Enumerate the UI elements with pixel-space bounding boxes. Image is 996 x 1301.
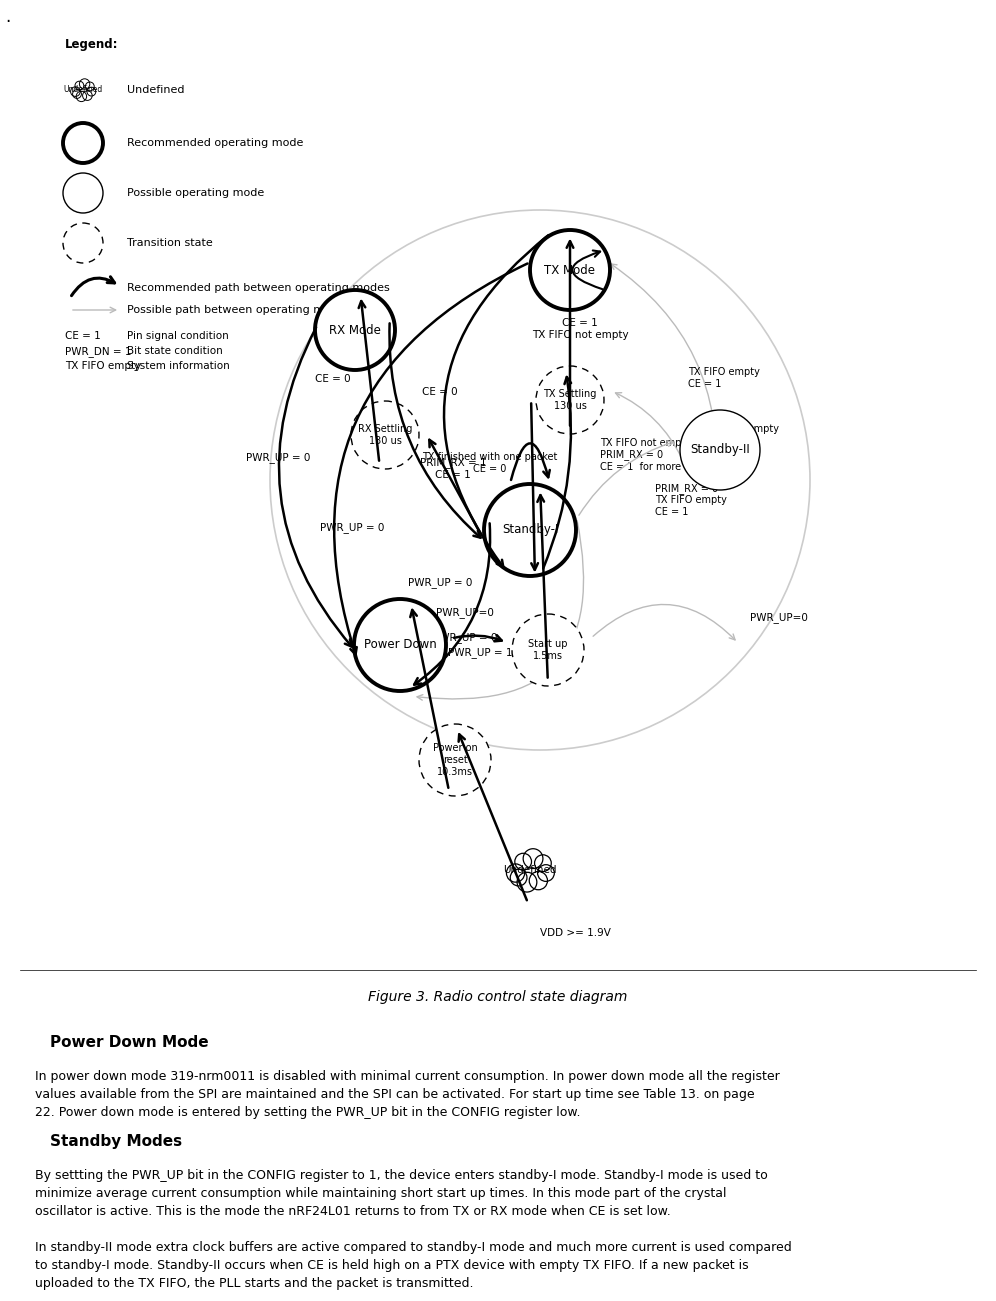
Circle shape — [484, 484, 576, 576]
Circle shape — [73, 90, 82, 99]
Text: 22. Power down mode is entered by setting the PWR_UP bit in the CONFIG register : 22. Power down mode is entered by settin… — [35, 1106, 581, 1119]
Text: PWR_UP=0: PWR_UP=0 — [436, 608, 494, 618]
Circle shape — [71, 87, 81, 96]
Circle shape — [515, 853, 532, 870]
Text: CE = 0: CE = 0 — [422, 386, 457, 397]
Text: Recommended operating mode: Recommended operating mode — [127, 138, 304, 148]
Circle shape — [354, 598, 446, 691]
Text: Power Down Mode: Power Down Mode — [50, 1036, 208, 1050]
Text: CE = 0: CE = 0 — [315, 373, 351, 384]
Text: PWR_UP = 0: PWR_UP = 0 — [320, 522, 384, 533]
Text: RX Mode: RX Mode — [329, 324, 380, 337]
Circle shape — [512, 614, 584, 686]
Text: PWR_UP=0: PWR_UP=0 — [750, 611, 808, 623]
Text: uploaded to the TX FIFO, the PLL starts and the packet is transmitted.: uploaded to the TX FIFO, the PLL starts … — [35, 1278, 473, 1291]
Circle shape — [419, 723, 491, 796]
Text: to standby-I mode. Standby-II occurs when CE is held high on a PTX device with e: to standby-I mode. Standby-II occurs whe… — [35, 1259, 749, 1272]
Circle shape — [87, 87, 96, 96]
Text: PWR_DN = 1: PWR_DN = 1 — [65, 346, 131, 356]
Text: minimize average current consumption while maintaining short start up times. In : minimize average current consumption whi… — [35, 1187, 726, 1200]
Text: Figure 3. Radio control state diagram: Figure 3. Radio control state diagram — [369, 990, 627, 1004]
Circle shape — [63, 124, 103, 163]
Circle shape — [523, 848, 543, 869]
Text: Bit state condition: Bit state condition — [127, 346, 223, 356]
Text: Start up
1.5ms: Start up 1.5ms — [528, 639, 568, 661]
Text: PRIM_RX = 0
TX FIFO empty
CE = 1: PRIM_RX = 0 TX FIFO empty CE = 1 — [655, 483, 727, 516]
Text: oscillator is active. This is the mode the nRF24L01 returns to from TX or RX mod: oscillator is active. This is the mode t… — [35, 1205, 670, 1218]
Circle shape — [83, 91, 93, 100]
Text: System information: System information — [127, 360, 230, 371]
Circle shape — [529, 872, 548, 890]
Text: PWR_UP = 0: PWR_UP = 0 — [407, 578, 472, 588]
Text: Undefined: Undefined — [503, 865, 557, 876]
Circle shape — [80, 79, 90, 90]
Text: Undefined: Undefined — [127, 85, 184, 95]
Circle shape — [517, 872, 537, 892]
Circle shape — [63, 173, 103, 213]
Text: Possible operating mode: Possible operating mode — [127, 189, 264, 198]
Circle shape — [535, 855, 551, 872]
Text: VDD >= 1.9V: VDD >= 1.9V — [540, 928, 611, 938]
Circle shape — [680, 410, 760, 490]
Text: TX FIFO not empty
CE = 1: TX FIFO not empty CE = 1 — [688, 424, 779, 446]
Text: Standby-I: Standby-I — [502, 523, 558, 536]
Text: Pin signal condition: Pin signal condition — [127, 330, 229, 341]
Circle shape — [75, 81, 84, 90]
Text: .: . — [5, 8, 10, 26]
Circle shape — [351, 401, 419, 468]
Text: PWR_UP = 1: PWR_UP = 1 — [448, 647, 512, 658]
Circle shape — [86, 82, 95, 91]
Text: TX Mode: TX Mode — [545, 264, 596, 277]
Text: In standby-II mode extra clock buffers are active compared to standby-I mode and: In standby-II mode extra clock buffers a… — [35, 1241, 792, 1254]
Text: TX FIFO empty
CE = 1: TX FIFO empty CE = 1 — [688, 367, 760, 389]
Circle shape — [77, 91, 87, 101]
Text: PWR_UP = 0: PWR_UP = 0 — [246, 451, 310, 463]
Text: TX Settling
130 us: TX Settling 130 us — [543, 389, 597, 411]
Text: Legend:: Legend: — [65, 38, 119, 51]
Circle shape — [63, 222, 103, 263]
Text: PWR_UP = 0: PWR_UP = 0 — [433, 632, 497, 643]
Text: Power Down: Power Down — [364, 639, 436, 652]
Circle shape — [536, 366, 604, 435]
Text: Power on
reset
10.3ms: Power on reset 10.3ms — [432, 743, 477, 777]
Text: Recommended path between operating modes: Recommended path between operating modes — [127, 284, 389, 293]
Text: In power down mode 319-nrm0011 is disabled with minimal current consumption. In : In power down mode 319-nrm0011 is disabl… — [35, 1069, 780, 1082]
Circle shape — [315, 290, 395, 369]
Text: RX Settling
130 us: RX Settling 130 us — [358, 424, 412, 446]
Text: Standby-II: Standby-II — [690, 444, 750, 457]
Text: Transition state: Transition state — [127, 238, 213, 248]
Circle shape — [510, 869, 527, 886]
Circle shape — [506, 864, 525, 882]
Text: TX FIFO empty: TX FIFO empty — [65, 360, 141, 371]
Text: Possible path between operating modes: Possible path between operating modes — [127, 304, 351, 315]
Text: TX FIFO not empty
PRIM_RX = 0
CE = 1  for more than 10µs: TX FIFO not empty PRIM_RX = 0 CE = 1 for… — [600, 438, 733, 472]
Text: values available from the SPI are maintained and the SPI can be activated. For s: values available from the SPI are mainta… — [35, 1088, 755, 1101]
Circle shape — [530, 230, 610, 310]
Text: CE = 1: CE = 1 — [65, 330, 101, 341]
Text: CE = 1
TX FIFO not empty: CE = 1 TX FIFO not empty — [532, 319, 628, 340]
Text: By settting the PWR_UP bit in the CONFIG register to 1, the device enters standb: By settting the PWR_UP bit in the CONFIG… — [35, 1170, 768, 1183]
Text: PRIM_RX = 1
CE = 1: PRIM_RX = 1 CE = 1 — [419, 458, 486, 480]
Circle shape — [538, 865, 555, 881]
Text: TX finished with one packet
CE = 0: TX finished with one packet CE = 0 — [422, 451, 558, 474]
Text: Undefined: Undefined — [64, 86, 103, 95]
Text: Standby Modes: Standby Modes — [50, 1134, 182, 1149]
